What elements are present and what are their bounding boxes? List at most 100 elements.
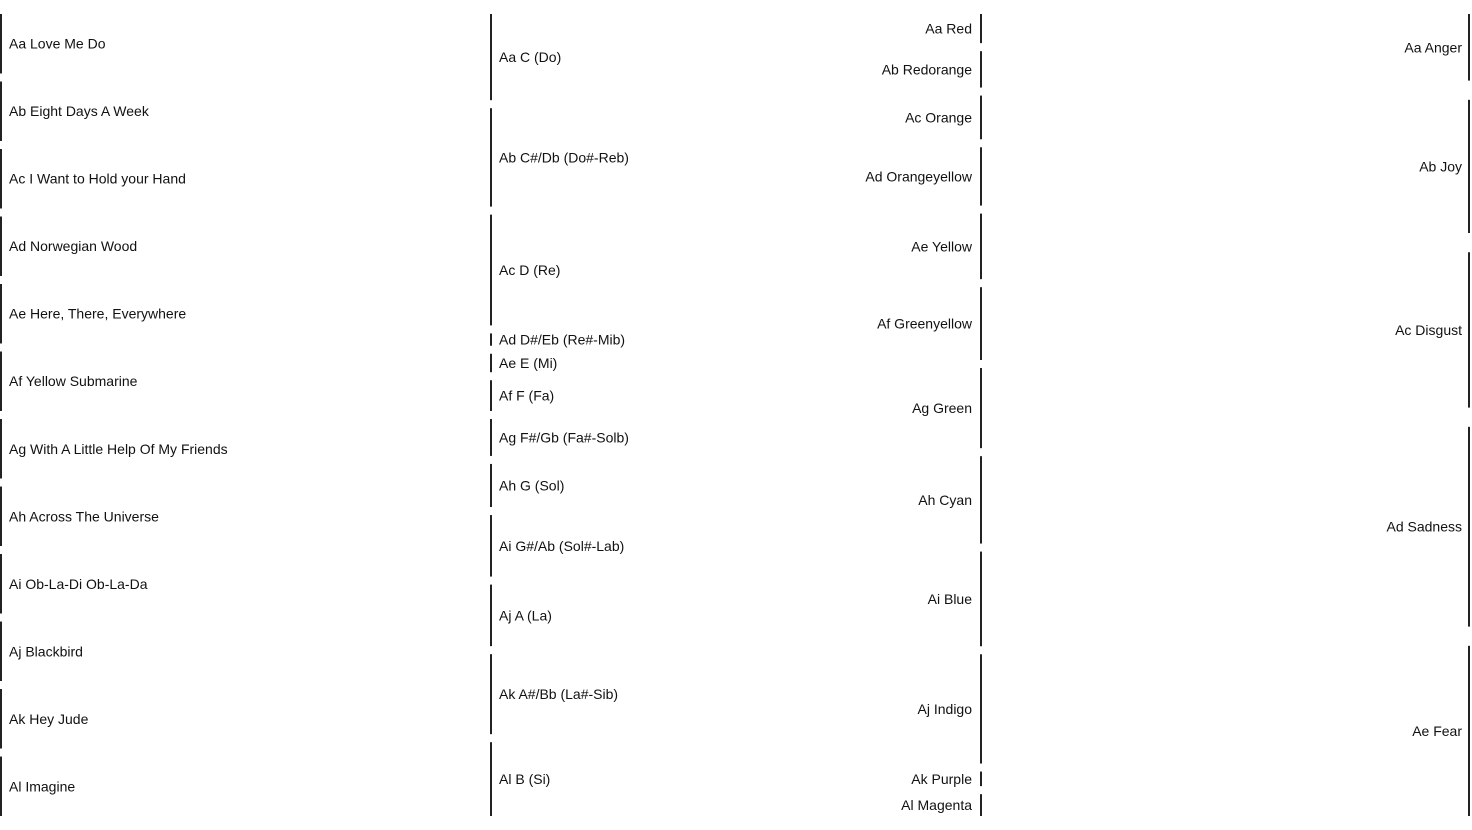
sankey-node-bar — [490, 108, 492, 207]
sankey-node-bar — [980, 95, 982, 140]
sankey-node-label: Ad Norwegian Wood — [9, 238, 137, 254]
sankey-node-bar — [1468, 252, 1470, 408]
sankey-link — [2, 149, 490, 239]
sankey-link — [982, 456, 1470, 552]
sankey-node-bar — [1468, 426, 1470, 627]
sankey-node-bar — [0, 419, 2, 479]
sankey-node-bar — [0, 621, 2, 681]
sankey-link — [2, 145, 490, 443]
sankey-node-bar — [980, 771, 982, 787]
sankey-node-bar — [980, 14, 982, 44]
sankey-node-label: Ag Green — [912, 400, 972, 416]
sankey-node-bar — [980, 213, 982, 280]
sankey-node-label: Ac Disgust — [1395, 322, 1462, 338]
sankey-link — [982, 96, 1470, 145]
sankey-node-label: Ae Fear — [1412, 723, 1462, 739]
sankey-link — [2, 264, 490, 679]
sankey-node-label: Aa Love Me Do — [9, 36, 106, 52]
sankey-node-label: Ae E (Mi) — [499, 355, 557, 371]
sankey-node-label: Ad Orangeyellow — [865, 168, 973, 184]
sankey-link — [2, 51, 490, 375]
sankey-node-bar — [490, 214, 492, 326]
sankey-link — [2, 105, 490, 476]
sankey-link — [2, 252, 490, 344]
sankey-link — [492, 51, 980, 411]
sankey-node-label: Aj Indigo — [918, 701, 973, 717]
sankey-node-label: Af F (Fa) — [499, 388, 554, 404]
sankey-node-bar — [490, 380, 492, 411]
sankey-link — [492, 169, 980, 546]
sankey-link — [492, 215, 980, 544]
sankey-link — [492, 426, 980, 697]
sankey-link — [2, 173, 490, 528]
sankey-node-label: Ah Across The Universe — [9, 508, 159, 524]
sankey-node-bar — [0, 149, 2, 209]
sankey-node-label: Ag F#/Gb (Fa#-Solb) — [499, 429, 629, 445]
sankey-node-label: Ak Purple — [911, 771, 972, 787]
sankey-link — [2, 185, 490, 767]
sankey-link — [2, 76, 490, 614]
sankey-node-label: Ah Cyan — [918, 492, 972, 508]
sankey-link — [2, 26, 490, 227]
sankey-node-bar — [0, 486, 2, 546]
sankey-link — [492, 448, 980, 816]
sankey-node-bar — [980, 51, 982, 88]
sankey-node-bar — [490, 584, 492, 647]
sankey-node-label: Af Greenyellow — [877, 316, 973, 332]
sankey-node-bar — [490, 333, 492, 346]
sankey-link — [2, 133, 490, 308]
sankey-node-label: Ai G#/Ab (Sol#-Lab) — [499, 538, 624, 554]
sankey-node-bar — [980, 147, 982, 206]
sankey-node-bar — [490, 419, 492, 456]
sankey-node-bar — [0, 554, 2, 614]
labels-layer: Aa Love Me Do Ab Eight Days A Week Ac I Wa… — [9, 21, 1462, 814]
sankey-link — [2, 161, 490, 366]
sankey-link — [492, 333, 980, 786]
sankey-node-label: Aa C (Do) — [499, 49, 561, 65]
sankey-node-bar — [980, 287, 982, 361]
sankey-link — [982, 552, 1470, 627]
sankey-node-label: Ac D (Re) — [499, 262, 560, 278]
sankey-link — [2, 590, 490, 804]
sankey-node-label: Ab Joy — [1419, 158, 1462, 174]
sankey-node-bar — [490, 515, 492, 577]
sankey-node-bar — [490, 742, 492, 816]
sankey-node-bar — [0, 756, 2, 816]
sankey-link — [982, 412, 1470, 464]
sankey-link — [492, 354, 980, 816]
sankey-node-bar — [0, 351, 2, 411]
sankey-link — [2, 728, 490, 792]
sankey-link — [982, 203, 1470, 242]
sankey-link — [2, 240, 490, 609]
sankey-node-bar — [490, 353, 492, 373]
sankey-link — [2, 522, 490, 703]
sankey-node-label: Af Yellow Submarine — [9, 373, 138, 389]
sankey-node-label: Ae Here, There, Everywhere — [9, 306, 186, 322]
sankey-link — [982, 144, 1470, 205]
sankey-node-bar — [1468, 14, 1470, 81]
sankey-node-label: Aj Blackbird — [9, 643, 83, 659]
sankey-node-bar — [0, 216, 2, 276]
sankey-link — [2, 792, 490, 828]
sankey-node-bar — [980, 794, 982, 816]
sankey-node-label: Ab Redorange — [882, 61, 973, 77]
sankey-link — [2, 308, 490, 540]
sankey-node-bar — [490, 14, 492, 101]
sankey-node-label: Aj A (La) — [499, 607, 552, 623]
sankey-link — [982, 44, 1470, 88]
sankey-node-label: Al Imagine — [9, 778, 75, 794]
sankey-node-label: Al Magenta — [901, 797, 972, 813]
sankey-link — [2, 419, 490, 552]
sankey-node-bar — [0, 81, 2, 141]
sankey-link — [2, 552, 490, 657]
sankey-link — [2, 157, 490, 546]
sankey-node-bar — [0, 14, 2, 74]
sankey-link — [2, 301, 490, 669]
sankey-node-bar — [490, 654, 492, 735]
sankey-node-label: Ah G (Sol) — [499, 477, 564, 493]
sankey-node-label: Ab Eight Days A Week — [9, 103, 150, 119]
sankey-node-bar — [980, 551, 982, 647]
sankey-link — [982, 243, 1470, 289]
sankey-node-label: Ad Sadness — [1387, 519, 1463, 535]
